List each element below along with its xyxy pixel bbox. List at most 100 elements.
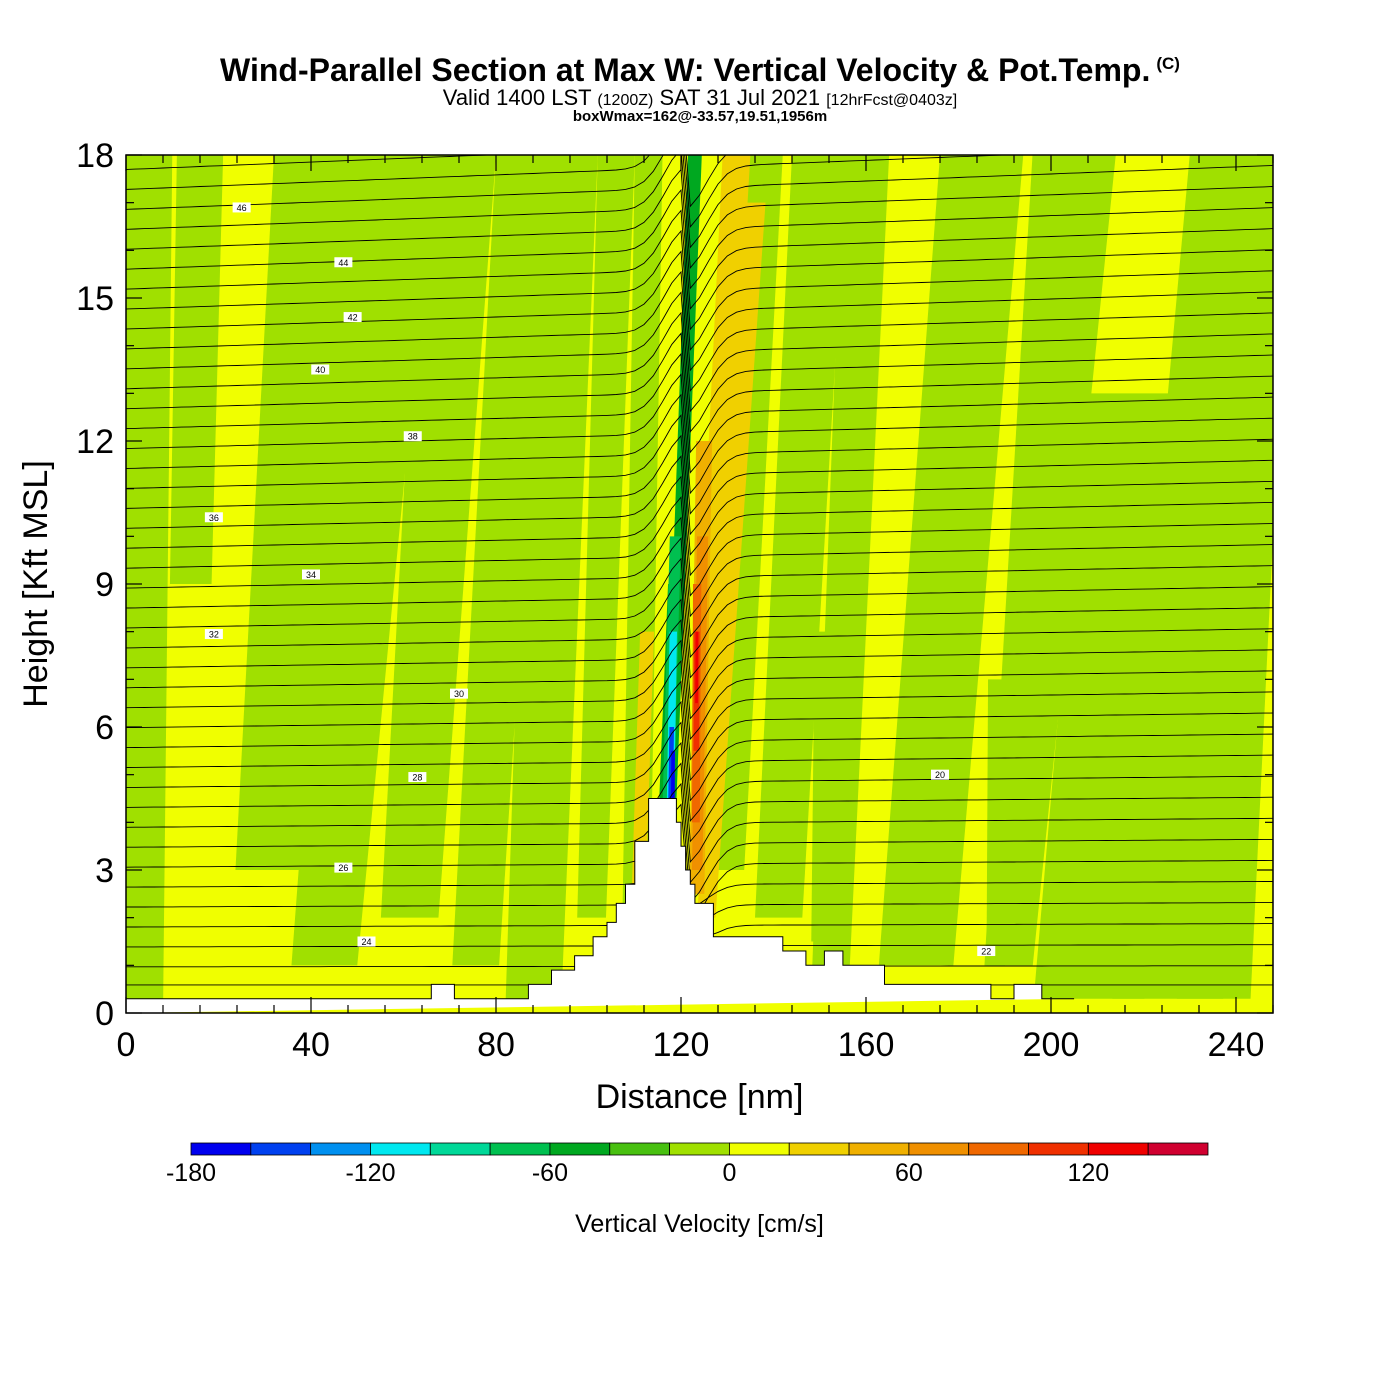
isentrope-line [126, 639, 1273, 761]
isentrope-label: 20 [931, 769, 949, 780]
colorbar-swatch [908, 1142, 970, 1156]
velocity-band-18 [986, 679, 1007, 966]
x-tick-label: 80 [477, 1026, 515, 1064]
isentrope-line [126, 155, 1016, 228]
isentrope-label-text: 20 [935, 770, 945, 780]
velocity-band-7 [577, 155, 635, 918]
x-tick-label: 160 [838, 1026, 895, 1064]
y-tick-label: 9 [95, 566, 114, 604]
velocity-band-4 [380, 155, 496, 918]
isentrope-label: 28 [408, 772, 427, 783]
isentrope-label-text: 28 [412, 773, 422, 783]
y-tick-label: 3 [95, 852, 114, 890]
colorbar-tick-label: -180 [166, 1159, 216, 1187]
isentrope-line [126, 270, 1273, 392]
isentrope-line [126, 155, 727, 208]
colorbar-swatch [310, 1142, 371, 1156]
colorbar-tick-label: 0 [722, 1159, 736, 1187]
colorbar-swatch [1028, 1142, 1089, 1156]
velocity-band-3 [291, 155, 436, 966]
velocity-band-27 [670, 750, 676, 813]
isentrope-label-text: 30 [454, 689, 464, 699]
y-tick-label: 0 [95, 995, 114, 1033]
velocity-band-16 [1176, 155, 1273, 999]
isentrope-label: 36 [204, 512, 223, 523]
x-axis: 0 40 80 120 160 200 240 [117, 155, 1274, 1064]
isentrope-line [126, 291, 1273, 413]
isentrope-label: 44 [334, 257, 353, 268]
isentrope-line [126, 332, 1273, 454]
y-tick-label: 18 [76, 137, 114, 175]
isentrope-label: 46 [232, 202, 251, 213]
isentrope-label: 26 [334, 862, 353, 873]
isentrope-line [126, 155, 1273, 249]
colorbar-swatch [250, 1142, 312, 1156]
isentrope-line [126, 557, 1273, 679]
isentrope-label: 30 [450, 688, 468, 699]
isentrope-label: 22 [977, 946, 996, 957]
isentrope-line [126, 393, 1273, 515]
isentrope-label-text: 38 [408, 432, 418, 442]
x-tick-label: 40 [292, 1026, 330, 1064]
x-tick-label: 120 [653, 1026, 710, 1064]
isentrope-label-text: 36 [209, 513, 219, 523]
colorbar-swatch [1087, 1142, 1149, 1156]
isentrope-line [126, 537, 1273, 659]
isentrope-label-text: 26 [338, 863, 348, 873]
isentrope-line [126, 782, 1273, 905]
y-tick-label: 6 [95, 709, 114, 747]
isentrope-line [126, 229, 1273, 351]
box-info-line: boxWmax=162@-33.57,19.51,1956m [572, 108, 828, 125]
colorbar: -180 -120 -60 0 60 120 [166, 1142, 1209, 1187]
colorbar-swatch [669, 1142, 730, 1156]
x-tick-label: 240 [1208, 1026, 1265, 1064]
isentrope-line [126, 155, 1273, 269]
velocity-band-0 [126, 155, 173, 1013]
isentrope-label-text: 42 [348, 313, 358, 323]
isentrope-line [126, 762, 1273, 884]
terrain-mask [126, 798, 1075, 1013]
isentrope-label-text: 46 [237, 203, 247, 213]
isentrope-line [126, 352, 1273, 474]
colorbar-swatch [848, 1142, 910, 1156]
isentrope-line [126, 188, 1273, 310]
isentrope-label: 32 [204, 629, 223, 640]
velocity-band-10 [755, 155, 848, 918]
y-tick-label: 15 [76, 280, 114, 318]
isentrope-label-text: 24 [361, 937, 371, 947]
colorbar-swatch [190, 1142, 252, 1156]
velocity-band-20 [696, 202, 766, 918]
velocity-band-6 [505, 155, 598, 999]
velocity-band-2 [235, 155, 367, 870]
isentrope-line [126, 209, 1273, 331]
isentrope-label-text: 44 [338, 258, 348, 268]
isentrope-label: 34 [302, 569, 320, 580]
colorbar-swatch [429, 1142, 491, 1156]
colorbar-swatch [549, 1142, 611, 1156]
isentrope-line [126, 659, 1273, 782]
isentrope-line [126, 680, 1273, 802]
colorbar-swatch [489, 1142, 551, 1156]
isentrope-line [126, 577, 1273, 700]
colorbar-tick-label: 120 [1067, 1159, 1109, 1187]
isentrope-label-text: 40 [315, 365, 325, 375]
isentrope-line [126, 311, 1273, 433]
x-tick-label: 0 [117, 1026, 136, 1064]
chart-title: Wind-Parallel Section at Max W: Vertical… [220, 52, 1180, 88]
x-tick-label: 200 [1023, 1026, 1080, 1064]
isentrope-line [126, 700, 1273, 823]
velocity-band-32 [695, 631, 699, 704]
isentrope-line [126, 414, 1273, 536]
colorbar-tick-label: -120 [345, 1159, 395, 1187]
isentrope-line [126, 741, 1273, 864]
velocity-bands [126, 155, 1273, 1013]
velocity-band-12 [878, 155, 1024, 966]
isentrope-line [126, 496, 1273, 618]
isentrope-line [126, 373, 1273, 495]
isentrope-label: 24 [357, 936, 376, 947]
y-axis-label: Height [Kft MSL] [17, 460, 55, 708]
colorbar-swatch [788, 1142, 850, 1156]
isentrope-label: 40 [311, 364, 330, 375]
